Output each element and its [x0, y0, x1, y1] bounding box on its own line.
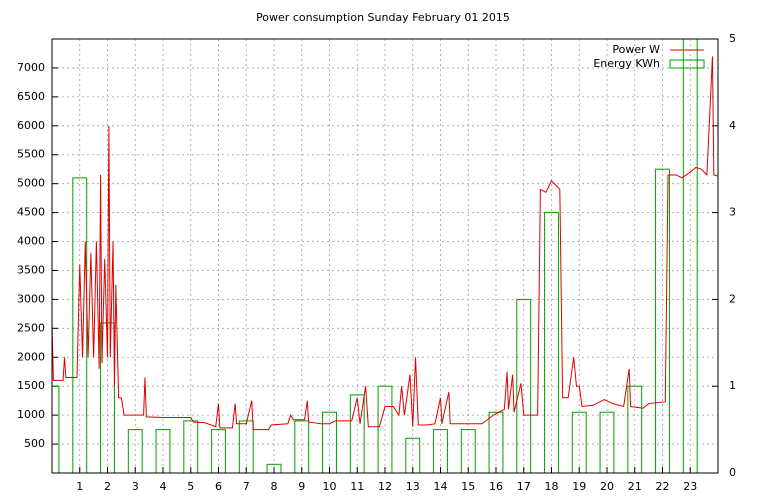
legend-label: Energy KWh: [593, 57, 660, 70]
y-tick-label: 6500: [17, 90, 45, 103]
y2-tick-label: 3: [729, 206, 736, 219]
legend-label: Power W: [612, 43, 660, 56]
x-tick-label: 22: [656, 480, 670, 493]
x-tick-label: 11: [350, 480, 364, 493]
y2-tick-label: 5: [729, 32, 736, 45]
y-tick-label: 5500: [17, 148, 45, 161]
energy-bar: [627, 385, 643, 473]
x-tick-label: 7: [243, 480, 250, 493]
y-tick-label: 4000: [17, 235, 45, 248]
plot-frame: [51, 38, 719, 474]
y-tick-label: 1500: [17, 379, 45, 392]
x-tick-label: 10: [323, 480, 337, 493]
x-tick-label: 6: [215, 480, 222, 493]
y2-tick-label: 4: [729, 119, 736, 132]
energy-bar: [544, 212, 559, 473]
x-tick-label: 20: [600, 480, 614, 493]
y2-tick-label: 1: [729, 379, 736, 392]
x-tick-label: 2: [104, 480, 111, 493]
energy-bar: [349, 394, 365, 473]
y-tick-label: 1000: [17, 408, 45, 421]
y-tick-label: 5000: [17, 177, 45, 190]
energy-bar: [52, 385, 60, 473]
y2-tick-label: 2: [729, 292, 736, 305]
x-tick-label: 13: [406, 480, 420, 493]
y-tick-label: 7000: [17, 61, 45, 74]
x-tick-label: 19: [572, 480, 586, 493]
x-tick-label: 15: [461, 480, 475, 493]
x-tick-label: 1: [76, 480, 83, 493]
y-tick-label: 3500: [17, 263, 45, 276]
energy-bar: [516, 298, 532, 473]
x-tick-label: 17: [517, 480, 531, 493]
legend-swatch: [669, 59, 705, 69]
x-tick-label: 4: [160, 480, 167, 493]
y-tick-label: 4500: [17, 206, 45, 219]
x-tick-label: 12: [378, 480, 392, 493]
y-tick-label: 2000: [17, 350, 45, 363]
energy-bar: [238, 420, 254, 473]
energy-bar: [460, 429, 476, 473]
energy-bar: [294, 420, 310, 473]
x-tick-label: 8: [271, 480, 278, 493]
x-tick-label: 18: [545, 480, 559, 493]
y-tick-label: 2500: [17, 321, 45, 334]
y-tick-label: 500: [24, 437, 45, 450]
energy-bar: [682, 39, 698, 473]
x-tick-label: 5: [187, 480, 194, 493]
chart-title: Power consumption Sunday February 01 201…: [256, 11, 510, 24]
x-tick-label: 23: [683, 480, 697, 493]
energy-bar: [211, 429, 226, 473]
y-tick-label: 3000: [17, 292, 45, 305]
energy-bar: [183, 420, 199, 473]
plot: [52, 39, 718, 473]
energy-bar: [155, 429, 171, 473]
energy-bar: [377, 385, 393, 473]
energy-bar: [127, 429, 143, 473]
grid: [52, 38, 718, 474]
x-tick-label: 16: [489, 480, 503, 493]
y-tick-label: 6000: [17, 119, 45, 132]
energy-bar: [433, 429, 448, 473]
x-tick-label: 3: [132, 480, 139, 493]
x-tick-label: 21: [628, 480, 642, 493]
x-tick-label: 9: [298, 480, 305, 493]
energy-bar: [405, 437, 421, 473]
energy-bar: [266, 463, 282, 473]
x-tick-label: 14: [434, 480, 448, 493]
energy-bar: [72, 177, 88, 473]
y2-tick-label: 0: [729, 466, 736, 479]
power-line: [52, 56, 718, 431]
